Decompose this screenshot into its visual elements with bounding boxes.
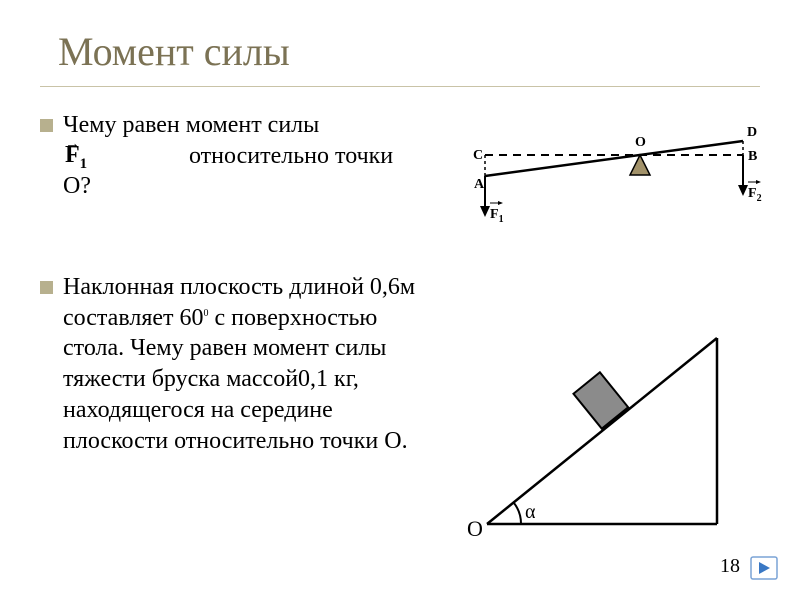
incline-diagram: α O (465, 318, 765, 548)
f2-vector-bar-head (756, 180, 761, 184)
force-f2-arrowhead (738, 185, 748, 196)
force-f1-label: F1 (65, 142, 87, 173)
label-f1: F1 (490, 207, 504, 225)
force-f1-arrowhead (480, 206, 490, 217)
pivot-triangle (630, 155, 650, 175)
label-d: D (747, 125, 757, 140)
beam-ad (485, 141, 743, 176)
q1-line1: Чему равен момент силы (63, 112, 319, 138)
bullet-marker (40, 281, 53, 294)
q1-line3: О? (63, 173, 91, 199)
q1-line2-after: относительно точки (189, 143, 393, 169)
label-origin-o: O (467, 516, 483, 541)
label-c: C (473, 148, 483, 163)
block-on-incline (573, 372, 628, 428)
label-alpha: α (525, 501, 536, 523)
slide: Момент силы Чему равен момент силы относ… (0, 0, 800, 600)
f1-vector-bar-head (498, 201, 503, 205)
slide-title: Момент силы (58, 28, 290, 75)
bullet-item-1: Чему равен момент силы относительно точк… (40, 110, 440, 202)
label-o: O (635, 135, 646, 150)
f1-letter: F (65, 142, 80, 168)
next-slide-button[interactable] (750, 556, 778, 580)
bullet-text-1: Чему равен момент силы относительно точк… (63, 110, 440, 202)
label-a: A (474, 177, 485, 192)
incline-hypotenuse (487, 338, 717, 524)
bullet-marker (40, 119, 53, 132)
bullet-item-2: Наклонная плоскость длиной 0,6м составля… (40, 272, 440, 456)
title-underline (40, 86, 760, 87)
f1-sub: 1 (80, 156, 88, 172)
lever-diagram: C O D B A F1 F2 (465, 120, 765, 240)
page-number: 18 (720, 555, 740, 578)
label-b: B (748, 149, 757, 164)
label-f2: F2 (748, 186, 762, 204)
next-slide-icon (750, 556, 778, 580)
bullet-text-2: Наклонная плоскость длиной 0,6м составля… (63, 272, 440, 456)
angle-arc (514, 503, 521, 525)
